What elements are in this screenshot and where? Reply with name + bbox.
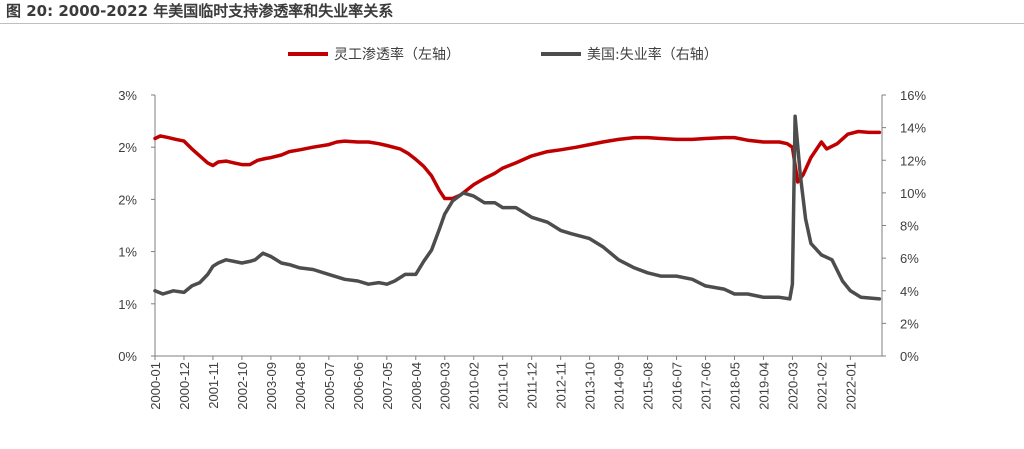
x-tick-label: 2020-03 — [785, 362, 800, 410]
right-tick-label: 0% — [900, 349, 919, 364]
x-tick-label: 2000-12 — [177, 362, 192, 410]
x-tick-label: 2003-09 — [264, 362, 279, 410]
x-tick-label: 2021-02 — [814, 362, 829, 410]
figure-title: 图 20: 2000-2022 年美国临时支持渗透率和失业率关系 — [6, 2, 394, 20]
right-tick-label: 6% — [900, 251, 919, 266]
x-tick-label: 2001-11 — [206, 362, 221, 409]
right-tick-label: 12% — [900, 153, 926, 168]
legend-swatch-gray — [541, 52, 581, 56]
left-tick-label: 0% — [118, 349, 137, 364]
legend-item-penetration: 灵工渗透率（左轴） — [288, 44, 460, 64]
x-tick-label: 2016-07 — [670, 362, 685, 410]
unemployment-rate-line — [153, 114, 882, 301]
right-tick-label: 16% — [900, 88, 926, 103]
left-tick-label: 1% — [118, 297, 137, 312]
x-tick-label: 2022-01 — [843, 362, 858, 410]
legend-label-unemployment: 美国:失业率（右轴） — [587, 47, 718, 63]
legend-swatch-red — [288, 52, 328, 56]
left-tick-label: 1% — [118, 245, 137, 260]
chart-legend: 灵工渗透率（左轴） 美国:失业率（右轴） — [0, 44, 1024, 68]
chart-series-layer — [153, 114, 882, 301]
x-tick-label: 2012-11 — [554, 362, 569, 409]
left-tick-label: 2% — [118, 140, 137, 155]
x-tick-label: 2008-04 — [409, 362, 424, 410]
x-tick-label: 2018-05 — [727, 362, 742, 410]
x-tick-label: 2002-10 — [235, 362, 250, 410]
x-tick-label: 2009-03 — [438, 362, 453, 410]
legend-label-penetration: 灵工渗透率（左轴） — [334, 47, 460, 63]
x-tick-label: 2014-09 — [612, 362, 627, 410]
x-tick-label: 2006-06 — [351, 362, 366, 410]
x-tick-label: 2010-02 — [467, 362, 482, 410]
right-tick-label: 14% — [900, 121, 926, 136]
x-tick-label: 2000-01 — [148, 362, 163, 410]
x-tick-label: 2011-12 — [525, 362, 540, 409]
right-tick-label: 10% — [900, 186, 926, 201]
right-tick-label: 8% — [900, 219, 919, 234]
x-tick-label: 2007-05 — [380, 362, 395, 410]
penetration-rate-line — [153, 129, 882, 201]
x-tick-label: 2015-08 — [641, 362, 656, 410]
x-tick-label: 2013-10 — [583, 362, 598, 410]
x-tick-label: 2017-06 — [699, 362, 714, 410]
legend-item-unemployment: 美国:失业率（右轴） — [541, 44, 718, 64]
x-tick-label: 2019-04 — [756, 362, 771, 410]
left-tick-label: 3% — [118, 88, 137, 103]
left-tick-label: 2% — [118, 192, 137, 207]
title-divider — [0, 23, 1024, 24]
x-tick-label: 2005-07 — [322, 362, 337, 410]
chart-axes: 3% 2% 2% 1% 1% 0% 16% 14% 12% 10% 8% 6% 4% 2% 0% 2000-0… — [118, 88, 926, 410]
right-tick-label: 4% — [900, 284, 919, 299]
x-tick-label: 2004-08 — [293, 362, 308, 410]
right-tick-label: 2% — [900, 316, 919, 331]
x-tick-label: 2011-01 — [496, 362, 511, 409]
